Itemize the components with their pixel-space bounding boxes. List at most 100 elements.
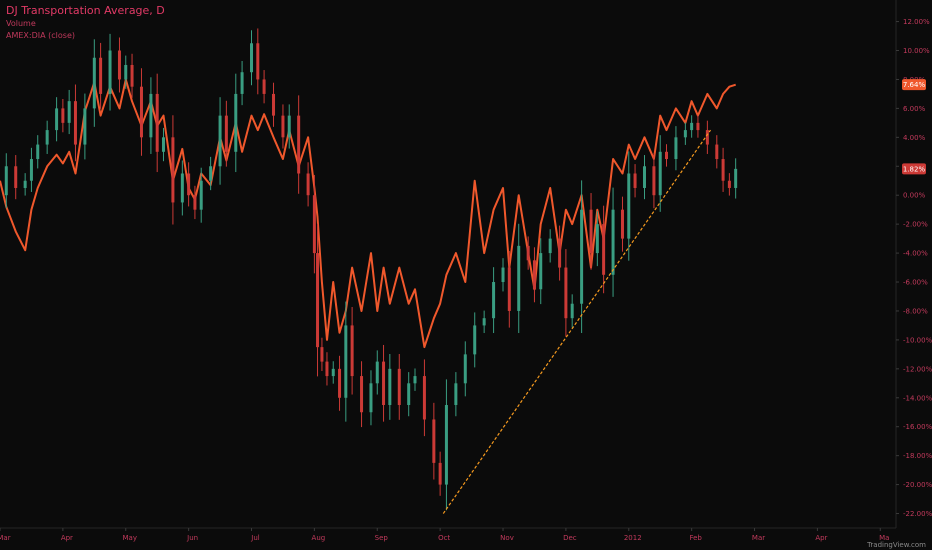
candle-body[interactable] [382, 361, 386, 406]
candle-body[interactable] [589, 209, 593, 254]
candle-body[interactable] [664, 151, 668, 160]
candle-body[interactable] [454, 383, 458, 406]
candle-body[interactable] [155, 93, 159, 152]
candle-body[interactable] [306, 173, 310, 196]
candle-body[interactable] [438, 462, 442, 485]
candle-body[interactable] [674, 137, 678, 160]
candle-body[interactable] [705, 130, 709, 145]
candle-body[interactable] [61, 108, 65, 123]
candle-body[interactable] [690, 122, 694, 131]
candle-body[interactable] [734, 168, 738, 188]
candle-body[interactable] [29, 159, 33, 181]
candle-body[interactable] [407, 383, 411, 406]
candle-body[interactable] [171, 137, 175, 203]
candle-body[interactable] [507, 267, 511, 311]
candle-body[interactable] [463, 354, 467, 384]
candle-body[interactable] [73, 101, 77, 145]
candle-body[interactable] [316, 253, 320, 348]
candle-body[interactable] [482, 318, 486, 326]
candle-body[interactable] [312, 195, 316, 254]
candle-body[interactable] [92, 57, 96, 109]
candle-body[interactable] [297, 115, 301, 174]
candle-body[interactable] [108, 50, 112, 94]
time-axis[interactable]: Mar Apr May Jun Jul Aug Sep Oct Nov Dec 2012 Feb Mar… [0, 528, 889, 542]
candle-body[interactable] [287, 115, 291, 138]
candle-body[interactable] [715, 144, 719, 160]
candle-body[interactable] [570, 303, 574, 319]
candle-body[interactable] [338, 368, 342, 398]
candle-body[interactable] [375, 361, 379, 384]
candle-body[interactable] [240, 72, 244, 94]
legend-compare[interactable]: AMEX:DIA (close) [6, 31, 75, 40]
candle-body[interactable] [139, 86, 143, 138]
candle-body[interactable] [83, 108, 87, 145]
candle-body[interactable] [281, 115, 285, 138]
candle-body[interactable] [187, 173, 191, 196]
candle-body[interactable] [696, 122, 700, 131]
candle-body[interactable] [564, 267, 568, 319]
candle-body[interactable] [727, 180, 731, 188]
candle-body[interactable] [36, 144, 40, 160]
legend-volume[interactable]: Volume [6, 19, 36, 28]
candle-body[interactable] [548, 238, 552, 254]
candle-body[interactable] [517, 245, 521, 311]
candle-body[interactable] [224, 115, 228, 152]
candle-body[interactable] [360, 376, 364, 413]
candle-body[interactable] [272, 93, 276, 116]
candle-body[interactable] [532, 260, 536, 290]
candle-body[interactable] [209, 166, 213, 181]
series-line-amex-dia[interactable] [0, 78, 737, 349]
candle-body[interactable] [627, 173, 631, 239]
candle-body[interactable] [124, 64, 128, 80]
candle-body[interactable] [602, 224, 606, 275]
candle-body[interactable] [262, 79, 266, 94]
candle-body[interactable] [642, 166, 646, 188]
candle-body[interactable] [633, 173, 637, 188]
candle-body[interactable] [199, 180, 203, 210]
candle-body[interactable] [611, 209, 615, 275]
candle-body[interactable] [67, 101, 71, 123]
candle-body[interactable] [45, 130, 49, 145]
candle-body[interactable] [432, 419, 436, 463]
candle-body[interactable] [652, 166, 656, 196]
candle-body[interactable] [250, 43, 254, 73]
candle-body[interactable] [580, 209, 584, 304]
candle-body[interactable] [444, 405, 448, 485]
candle-body[interactable] [149, 93, 153, 138]
candle-body[interactable] [99, 57, 103, 94]
candle-body[interactable] [320, 347, 324, 362]
candle-body[interactable] [331, 368, 335, 377]
candle-body[interactable] [526, 245, 530, 261]
candle-body[interactable] [193, 195, 197, 210]
candle-body[interactable] [161, 137, 165, 152]
candle-body[interactable] [14, 166, 18, 188]
candle-body[interactable] [620, 209, 624, 239]
trendline-layer[interactable] [442, 129, 712, 514]
candle-body[interactable] [55, 108, 59, 131]
candle-body[interactable] [234, 93, 238, 152]
candle-body[interactable] [180, 173, 184, 203]
candle-body[interactable] [218, 115, 222, 167]
candle-body[interactable] [501, 267, 505, 283]
candle-body[interactable] [344, 325, 348, 398]
candle-body[interactable] [130, 64, 134, 87]
trendline[interactable] [442, 129, 712, 514]
candle-body[interactable] [388, 368, 392, 406]
candle-body[interactable] [595, 224, 599, 254]
legend-title[interactable]: DJ Transportation Average, D [6, 4, 165, 17]
candle-body[interactable] [492, 282, 496, 319]
candle-body[interactable] [539, 253, 543, 290]
candle-body[interactable] [558, 238, 562, 268]
candle-body[interactable] [721, 159, 725, 181]
candle-body[interactable] [683, 130, 687, 138]
candle-body[interactable] [422, 376, 426, 420]
candle-body[interactable] [397, 368, 401, 406]
candle-body[interactable] [23, 180, 27, 188]
candle-body[interactable] [473, 325, 477, 355]
candle-body[interactable] [325, 361, 329, 377]
candle-body[interactable] [256, 43, 260, 80]
candle-body[interactable] [369, 383, 373, 413]
candle-body[interactable] [4, 166, 8, 196]
candle-body[interactable] [350, 325, 354, 377]
